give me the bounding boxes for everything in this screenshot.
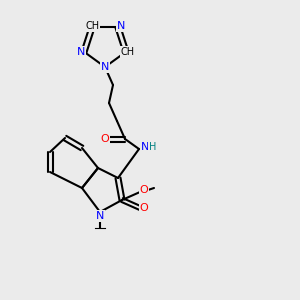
Text: H: H [149,142,156,152]
Text: N: N [96,211,104,221]
Text: O: O [100,134,109,144]
Text: CH: CH [121,47,135,57]
Text: N: N [77,47,85,57]
Text: N: N [101,62,109,72]
Text: O: O [140,185,148,195]
Text: N: N [117,21,125,31]
Text: CH: CH [85,21,99,31]
Text: N: N [141,142,149,152]
Text: O: O [140,203,148,213]
